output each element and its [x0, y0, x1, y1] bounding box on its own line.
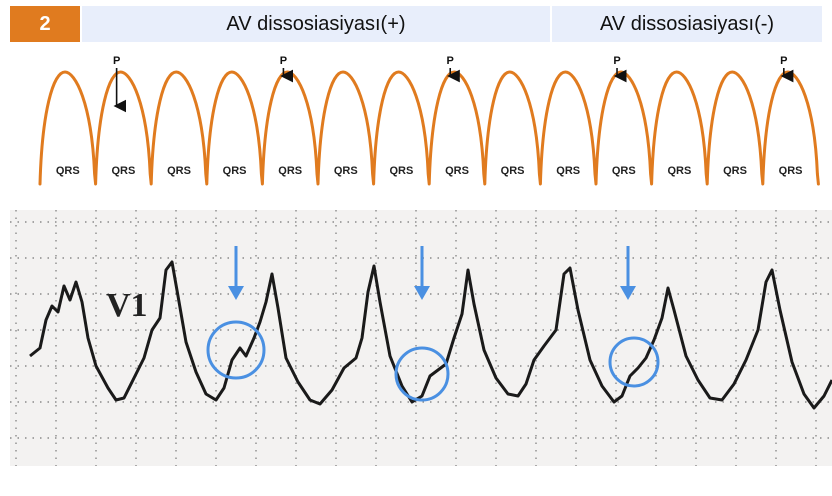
- header-av-dissociation-positive: AV dissosiasiyası(+): [82, 6, 550, 42]
- qrs-label: QRS: [556, 165, 580, 177]
- p-wave-label: P: [780, 55, 787, 67]
- figure-number-badge: 2: [10, 6, 80, 42]
- qrs-label: QRS: [223, 165, 247, 177]
- p-wave-markers: [206, 246, 660, 402]
- header-av-dissociation-negative: AV dissosiasiyası(-): [552, 6, 822, 42]
- p-wave-circle: [394, 346, 450, 402]
- qrs-label: QRS: [779, 165, 803, 177]
- qrs-label: QRS: [111, 165, 135, 177]
- qrs-label: QRS: [667, 165, 691, 177]
- schematic-beats-group: QRS QRS QRS QRS QRS QRS QRS QRS QRS QRS QRS QRS QRS Q…: [38, 55, 820, 186]
- qrs-label: QRS: [56, 165, 80, 177]
- qrs-label: QRS: [501, 165, 525, 177]
- p-wave-pointer-head: [228, 286, 244, 300]
- p-wave-label: P: [113, 55, 120, 67]
- qrs-label: QRS: [334, 165, 358, 177]
- ecg-strip: V1: [10, 210, 832, 466]
- p-wave-pointer-head: [414, 286, 430, 300]
- ecg-trace: [29, 260, 832, 410]
- p-wave-label: P: [613, 55, 620, 67]
- schematic-qrs-diagram: QRS QRS QRS QRS QRS QRS QRS QRS QRS QRS QRS QRS QRS Q…: [38, 55, 820, 186]
- qrs-label: QRS: [167, 165, 191, 177]
- p-wave-label: P: [447, 55, 454, 67]
- qrs-label: QRS: [612, 165, 636, 177]
- qrs-label: QRS: [278, 165, 302, 177]
- p-wave-label: P: [280, 55, 287, 67]
- p-wave-circle: [206, 320, 266, 380]
- qrs-label: QRS: [445, 165, 469, 177]
- schematic-waveform: [38, 70, 820, 186]
- qrs-label: QRS: [389, 165, 413, 177]
- lead-label: V1: [106, 287, 148, 324]
- qrs-label: QRS: [723, 165, 747, 177]
- p-wave-pointer-head: [620, 286, 636, 300]
- p-wave-circle: [608, 336, 660, 388]
